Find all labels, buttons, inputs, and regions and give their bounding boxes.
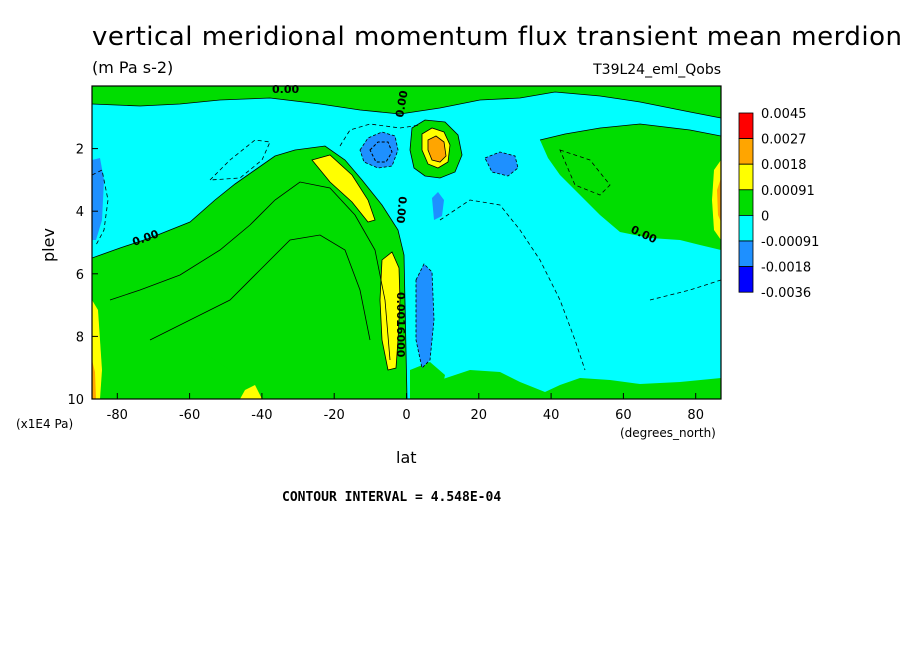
- run-name: T39L24_eml_Qobs: [593, 62, 721, 78]
- contour-label: 0.00: [393, 89, 411, 118]
- colorbar-swatch: [738, 240, 754, 268]
- contour-label: 0.00: [272, 83, 299, 96]
- fill-blue-small: [432, 192, 444, 220]
- fill-blue-upper-core: [369, 141, 393, 163]
- contour-field: [92, 86, 721, 399]
- x-axis-label: lat: [396, 448, 417, 467]
- y-axis-label: plev: [39, 228, 58, 262]
- colorbar-label: -0.00091: [761, 235, 819, 250]
- x-tick-label: -60: [179, 408, 200, 423]
- colorbar-label: -0.0018: [761, 261, 811, 276]
- fill-orange-right-edge: [717, 178, 721, 222]
- contour-label: 0.00: [394, 196, 409, 225]
- y-tick-label: 4: [76, 205, 84, 220]
- colorbar-swatch: [738, 163, 754, 191]
- fill-blue-lower: [415, 263, 435, 369]
- colorbar-label: 0.0027: [761, 133, 807, 148]
- fill-green-bottom-mid: [410, 362, 445, 399]
- colorbar-swatch: [738, 189, 754, 216]
- contour-lines-negative: [92, 123, 721, 371]
- colorbar-label: 0: [761, 209, 769, 224]
- colorbar-label: 0.00091: [761, 184, 815, 199]
- fill-orange-left-edge: [92, 360, 96, 399]
- contour-label: 0.0016000: [394, 292, 407, 358]
- fill-yellow-strip-upper: [311, 154, 376, 223]
- x-axis-ticks: -80 -60 -40 -20 0 20 40 60 80: [107, 393, 704, 423]
- colorbar-swatch: [738, 112, 754, 140]
- colorbar: 0.0045 0.0027 0.0018 0.00091 0 -0.00091 -0.001…: [738, 107, 819, 301]
- fill-yellow-right-edge: [712, 160, 721, 240]
- fill-green-bottom-right: [440, 370, 721, 399]
- chart-units: (m Pa s-2): [92, 58, 174, 77]
- x-tick-label: -40: [251, 408, 272, 423]
- x-tick-label: 0: [402, 408, 410, 423]
- x-tick-label: 20: [471, 408, 488, 423]
- fill-blue-right: [484, 151, 519, 177]
- y-tick-label: 6: [76, 268, 84, 283]
- colorbar-swatch: [738, 138, 754, 165]
- contour-interval-note: CONTOUR INTERVAL = 4.548E-04: [282, 490, 502, 505]
- fill-green-right: [540, 124, 721, 250]
- fill-green-left-lower: [92, 260, 395, 399]
- x-axis-unit: (degrees_north): [620, 426, 716, 440]
- x-tick-label: 60: [615, 408, 632, 423]
- x-tick-label: -80: [107, 408, 128, 423]
- x-tick-label: 40: [543, 408, 560, 423]
- x-tick-label: 80: [687, 408, 704, 423]
- colorbar-swatch: [738, 214, 754, 242]
- chart-title: vertical meridional momentum flux transi…: [92, 22, 904, 52]
- colorbar-swatch: [738, 266, 754, 293]
- y-tick-label: 2: [76, 143, 84, 158]
- fill-blue-left-edge: [92, 158, 104, 240]
- fill-green-top: [92, 86, 721, 118]
- y-axis-unit: (x1E4 Pa): [16, 417, 73, 431]
- y-tick-label: 10: [67, 393, 84, 408]
- colorbar-label: 0.0018: [761, 158, 807, 173]
- fill-yellow-strip-lower: [379, 251, 401, 371]
- colorbar-label: -0.0036: [761, 286, 811, 301]
- contour-lines-positive: [92, 91, 721, 399]
- fill-yellow-bottom: [240, 385, 262, 399]
- y-axis-ticks: 2 4 6 8 10: [67, 143, 98, 408]
- fill-orange-peak: [427, 135, 447, 163]
- colorbar-label: 0.0045: [761, 107, 807, 122]
- y-tick-label: 8: [76, 330, 84, 345]
- x-tick-label: -20: [324, 408, 345, 423]
